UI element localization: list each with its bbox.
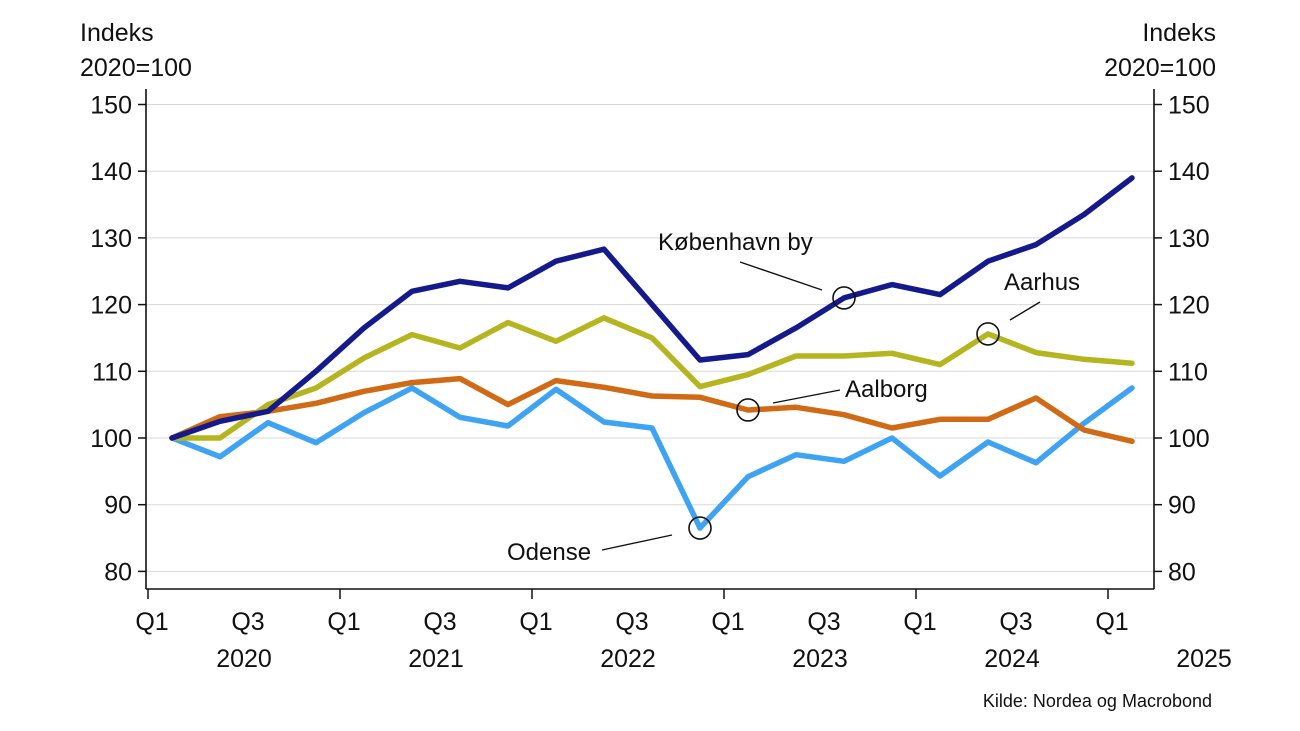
series-line-aalborg bbox=[169, 375, 1135, 445]
annotation-leader-aalborg bbox=[772, 389, 841, 404]
left-y-axis: 80 90 100 110 120 130 140 150 bbox=[90, 92, 146, 586]
x-year-label: 2022 bbox=[600, 645, 656, 673]
annotation-marker-aalborg bbox=[736, 398, 760, 422]
series-line-aarhus bbox=[169, 315, 1135, 441]
y-tick-label: 140 bbox=[90, 158, 132, 186]
y-tick-label: 80 bbox=[1168, 558, 1196, 586]
x-tick-label: Q3 bbox=[807, 608, 840, 636]
x-year-label: 2023 bbox=[792, 645, 848, 673]
annotation-leader-aarhus bbox=[1009, 301, 1041, 321]
series-lines bbox=[169, 175, 1135, 531]
x-tick-label: Q3 bbox=[615, 608, 648, 636]
x-tick-label: Q1 bbox=[519, 608, 552, 636]
x-tick-label: Q3 bbox=[231, 608, 264, 636]
annotation-marker-odense bbox=[688, 516, 712, 540]
y-tick-label: 110 bbox=[1168, 358, 1208, 386]
y-tick-label: 90 bbox=[104, 492, 132, 520]
series-line-odense bbox=[169, 385, 1135, 531]
left-axis-title-line1: Indeks bbox=[80, 19, 154, 47]
y-tick-label: 130 bbox=[90, 225, 132, 253]
x-year-label: 2020 bbox=[216, 645, 272, 673]
x-tick-label: Q1 bbox=[711, 608, 744, 636]
series-line-kobenhavn-by bbox=[169, 175, 1135, 441]
y-tick-label: 120 bbox=[90, 292, 132, 320]
x-tick-label: Q3 bbox=[999, 608, 1032, 636]
annotation-leader-kobenhavn-by bbox=[739, 261, 823, 291]
x-year-label: 2021 bbox=[408, 645, 464, 673]
y-tick-label: 110 bbox=[92, 358, 132, 386]
x-year-label: 2024 bbox=[984, 645, 1040, 673]
y-tick-label: 100 bbox=[90, 425, 132, 453]
right-axis-title-line2: 2020=100 bbox=[1104, 54, 1216, 82]
x-tick-label: Q1 bbox=[1095, 608, 1128, 636]
annotation-label-aalborg: Aalborg bbox=[845, 376, 928, 403]
x-tick-label: Q1 bbox=[903, 608, 936, 636]
annotation-label-odense: Odense bbox=[507, 539, 591, 566]
y-tick-label: 80 bbox=[104, 558, 132, 586]
right-axis-title-line1: Indeks bbox=[1142, 19, 1216, 47]
y-tick-label: 130 bbox=[1168, 225, 1210, 253]
left-axis-title-line2: 2020=100 bbox=[80, 54, 192, 82]
annotation-label-aarhus: Aarhus bbox=[1004, 269, 1080, 296]
y-tick-label: 150 bbox=[90, 92, 132, 120]
annotations: København by Aarhus Aalborg Odense bbox=[507, 229, 1080, 566]
annotation-label-kobenhavn-by: København by bbox=[658, 229, 813, 256]
annotation-marker-aarhus bbox=[976, 322, 1000, 346]
y-tick-label: 150 bbox=[1168, 92, 1210, 120]
x-year-label: 2025 bbox=[1176, 645, 1232, 673]
y-tick-label: 140 bbox=[1168, 158, 1210, 186]
x-tick-label: Q1 bbox=[327, 608, 360, 636]
y-tick-label: 100 bbox=[1168, 425, 1210, 453]
annotation-leader-odense bbox=[601, 534, 673, 551]
source-note: Kilde: Nordea og Macrobond bbox=[983, 691, 1212, 711]
axes bbox=[145, 89, 1155, 590]
x-tick-label: Q1 bbox=[135, 608, 168, 636]
annotation-marker-kobenhavn-by bbox=[832, 286, 856, 310]
y-tick-label: 90 bbox=[1168, 492, 1196, 520]
y-tick-label: 120 bbox=[1168, 292, 1210, 320]
right-y-axis: 80 90 100 110 120 130 140 150 bbox=[1154, 92, 1210, 586]
x-tick-label: Q3 bbox=[423, 608, 456, 636]
x-axis: Q1 Q3 Q1 Q3 Q1 Q3 Q1 Q3 Q1 Q3 Q1 2020 2021 2022 2023 20… bbox=[135, 589, 1232, 673]
